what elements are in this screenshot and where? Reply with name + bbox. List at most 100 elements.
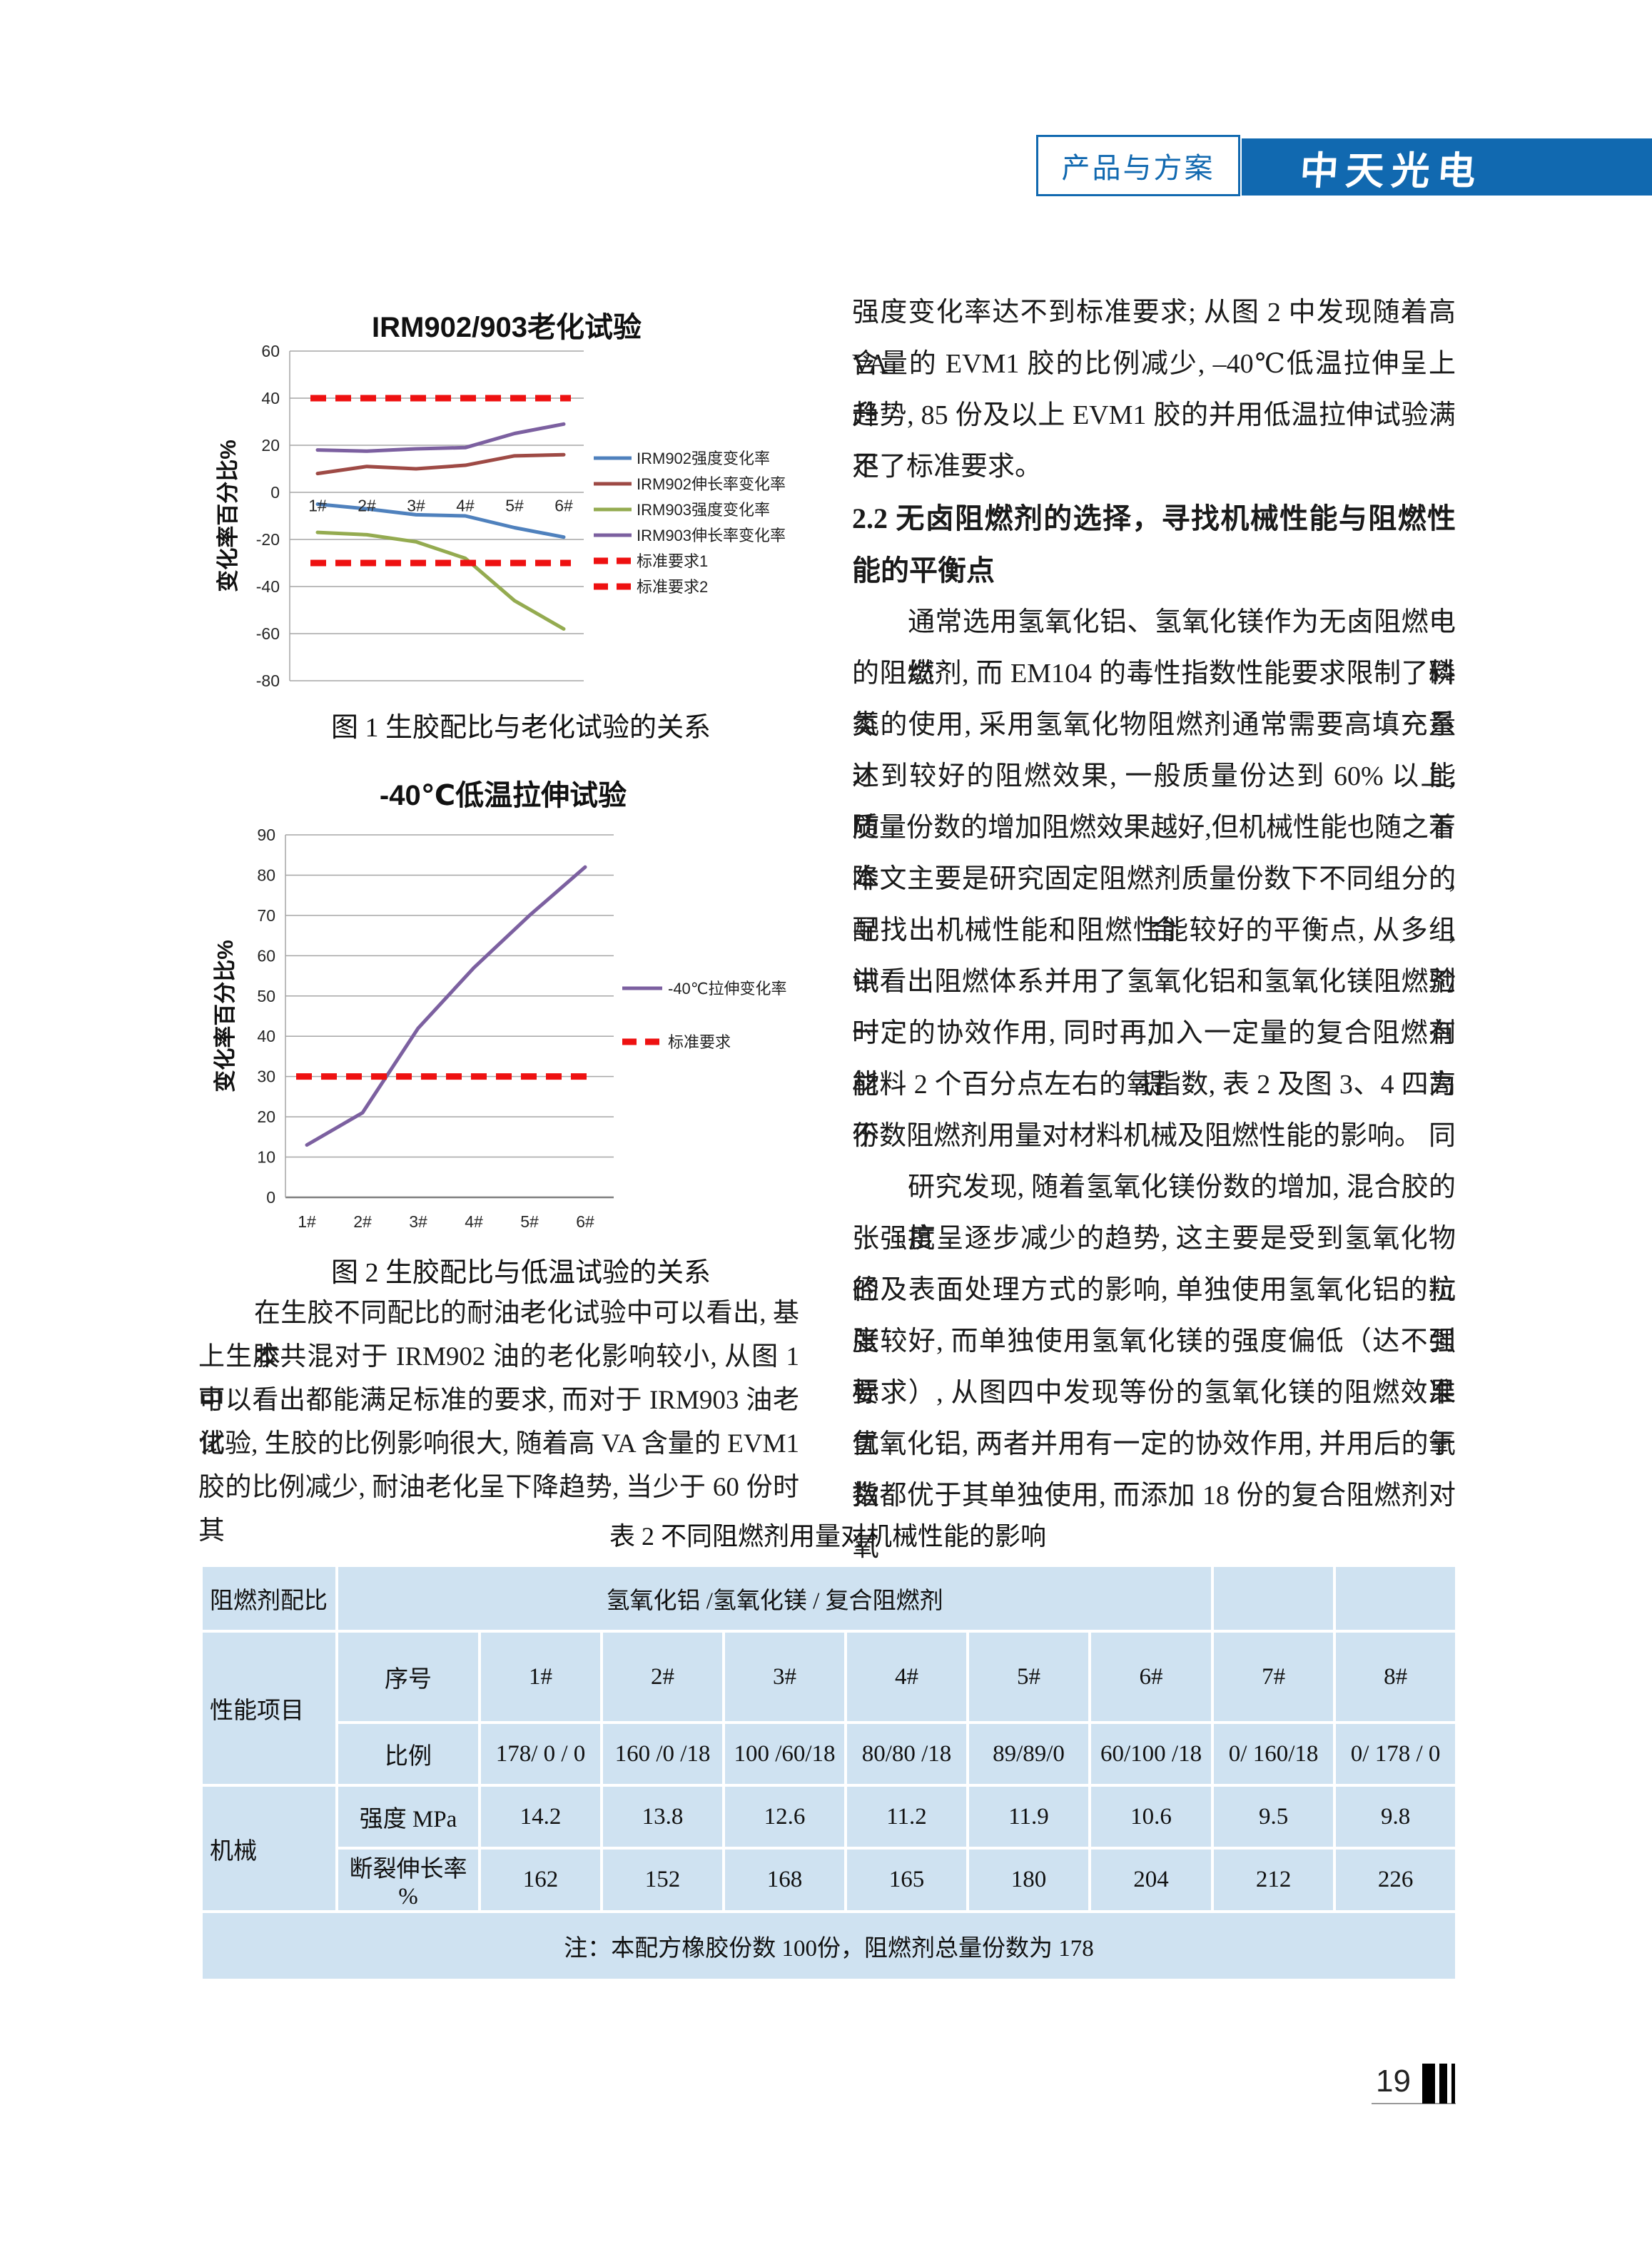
- table-cell: 10.6: [1088, 1784, 1215, 1850]
- footer-bars-icon: [1422, 2064, 1458, 2104]
- table-cell: 226: [1333, 1847, 1459, 1913]
- svg-text:4#: 4#: [456, 496, 475, 514]
- table-cell: 9.5: [1211, 1784, 1337, 1850]
- svg-text:60: 60: [257, 946, 275, 965]
- table-row: 阻燃剂配比 氢氧化铝 /氢氧化镁 / 复合阻燃剂: [200, 1564, 1459, 1633]
- figure1-svg: 60 40 20 0 -20 -40 -60 -80 1# 2# 3# 4# 5# 6# IRM902/90…: [216, 312, 786, 690]
- table-cell: 0/ 178 / 0: [1333, 1721, 1459, 1787]
- body-line: 张强度呈逐步减少的趋势, 这主要是受到氢氧化物的粒: [852, 1224, 1456, 1305]
- table-cell: 13.8: [600, 1784, 725, 1850]
- svg-text:40: 40: [257, 1027, 275, 1045]
- table-cell: 11.2: [844, 1784, 969, 1850]
- svg-text:50: 50: [257, 987, 275, 1005]
- table-cell: 0/ 160/18: [1211, 1721, 1337, 1787]
- table-cell: 180: [966, 1847, 1091, 1913]
- table-cell: 14.2: [478, 1784, 603, 1850]
- svg-text:-60: -60: [256, 624, 280, 643]
- table-cell: 212: [1211, 1847, 1337, 1913]
- body-line: 不了标准要求。: [852, 452, 1043, 482]
- svg-text:-40: -40: [256, 577, 280, 596]
- table-cell: 强度 MPa: [335, 1784, 481, 1850]
- body-line: 本文主要是研究固定阻燃剂质量份数下不同组分的配合,: [852, 864, 1456, 945]
- table-cell: 11.9: [966, 1784, 1091, 1850]
- svg-text:-80: -80: [256, 671, 280, 690]
- table-cell: 比例: [335, 1721, 481, 1787]
- table-cell: 氢氧化铝 /氢氧化镁 / 复合阻燃剂: [335, 1564, 1215, 1633]
- table-row: 性能项目 序号 1# 2# 3# 4# 5# 6# 7# 8#: [200, 1630, 1459, 1787]
- table-row: 比例 178/ 0 / 0 160 /0 /18 100 /60/18 80/8…: [201, 1721, 1459, 1787]
- table-cell: 160 /0 /18: [600, 1721, 725, 1787]
- svg-text:标准要求: 标准要求: [668, 1033, 731, 1051]
- svg-text:IRM902/903老化试验: IRM902/903老化试验: [372, 312, 642, 343]
- section-heading-line: 2.2 无卤阻燃剂的选择，寻找机械性能与阻燃性: [852, 502, 1456, 534]
- body-line: 径及表面处理方式的影响, 单独使用氢氧化铝的抗张强: [852, 1275, 1456, 1356]
- table-cell: 4#: [844, 1630, 969, 1724]
- table-row: 断裂伸长率 % 162 152 168 165 180 204 212 226: [201, 1847, 1459, 1913]
- svg-text:0: 0: [266, 1188, 275, 1207]
- table-row: 注：本配方橡胶份数 100份，阻燃剂总量份数为 178: [199, 1910, 1459, 1982]
- section-badge: 产品与方案: [1036, 135, 1240, 196]
- section-heading-line: 能的平衡点: [852, 554, 995, 587]
- body-line: 胶的比例减少, 耐油老化呈下降趋势, 当少于 60 份时其: [198, 1473, 799, 1546]
- svg-text:5#: 5#: [520, 1212, 539, 1231]
- body-line: 通常选用氢氧化铝、氢氧化镁作为无卤阻燃电缆料: [908, 607, 1456, 689]
- body-line: 试验, 生胶的比例影响很大, 随着高 VA 含量的 EVM1: [198, 1429, 799, 1459]
- table-cell: 204: [1088, 1847, 1215, 1913]
- table-cell: 阻燃剂配比: [200, 1564, 338, 1633]
- body-line: 的阻燃剂, 而 EM104 的毒性指数性能要求限制了磷氮系: [852, 659, 1456, 740]
- svg-text:标准要求2: 标准要求2: [637, 578, 708, 596]
- svg-text:0: 0: [270, 483, 280, 502]
- svg-text:IRM902伸长率变化率: IRM902伸长率变化率: [637, 475, 786, 493]
- table-cell: 12.6: [722, 1784, 847, 1850]
- svg-text:IRM902强度变化率: IRM902强度变化率: [637, 450, 770, 467]
- right-column: 强度变化率达不到标准要求; 从图 2 中发现随着高 VA 含量的 EVM1 胶的…: [852, 287, 1456, 1562]
- body-line: 上生胶共混对于 IRM902 油的老化影响较小, 从图 1 中: [198, 1342, 799, 1415]
- figure1-chart: 60 40 20 0 -20 -40 -60 -80 1# 2# 3# 4# 5# 6# IRM902/90…: [207, 300, 835, 731]
- table-cell: 8#: [1333, 1630, 1459, 1724]
- table-cell: 168: [722, 1847, 847, 1913]
- header-bar: [1242, 138, 1652, 196]
- table-cell: 89/89/0: [966, 1721, 1091, 1787]
- svg-text:标准要求1: 标准要求1: [637, 552, 708, 570]
- page-number: 19: [1376, 2064, 1411, 2099]
- svg-text:3#: 3#: [409, 1212, 427, 1231]
- table-row: 机械 强度 MPa 14.2 13.8 12.6 11.2 11.9 10.6 …: [200, 1784, 1459, 1913]
- svg-text:30: 30: [257, 1067, 275, 1086]
- svg-text:80: 80: [257, 866, 275, 884]
- table-cell: 165: [844, 1847, 969, 1913]
- svg-text:10: 10: [257, 1148, 275, 1167]
- body-line: 含量的 EVM1 胶的比例减少, –40℃低温拉伸呈上升: [852, 349, 1456, 430]
- figure2-caption: 图 2 生胶配比与低温试验的关系: [330, 1258, 711, 1288]
- table-cell: 152: [600, 1847, 725, 1913]
- body-line: 类的使用, 采用氢氧化物阻燃剂通常需要高填充量才能: [852, 710, 1456, 791]
- figure2-svg: 90 80 70 60 50 40 30 20 10 0 1# 2# 3# 4# 5# 6# -40℃低温拉伸试…: [213, 780, 787, 1231]
- svg-text:-40℃低温拉伸试验: -40℃低温拉伸试验: [380, 780, 627, 811]
- svg-text:6#: 6#: [554, 496, 573, 514]
- svg-text:-20: -20: [256, 530, 280, 549]
- svg-text:20: 20: [257, 1107, 275, 1126]
- table-cell: 3#: [722, 1630, 847, 1724]
- body-line: 在生胶不同配比的耐油老化试验中可以看出, 基本: [254, 1299, 799, 1371]
- svg-text:5#: 5#: [505, 496, 524, 514]
- body-line: 材料 2 个百分点左右的氧指数, 表 2 及图 3、4 四为不同: [852, 1070, 1456, 1151]
- body-line: 研究发现, 随着氢氧化镁份数的增加, 混合胶的抗: [908, 1172, 1456, 1254]
- table-cell: 9.8: [1333, 1784, 1459, 1850]
- body-line: 度较好, 而单独使用氢氧化镁的强度偏低（达不到标准: [852, 1327, 1456, 1408]
- body-line: 份数阻燃剂用量对材料机械及阻燃性能的影响。: [852, 1121, 1422, 1151]
- body-line: 强度变化率达不到标准要求; 从图 2 中发现随着高 VA: [852, 298, 1456, 379]
- brand-logo: 中天光电: [1298, 149, 1484, 193]
- table-cell: 100 /60/18: [722, 1721, 847, 1787]
- table-cell: 2#: [600, 1630, 725, 1724]
- svg-text:1#: 1#: [298, 1212, 316, 1231]
- table-cell: [1211, 1564, 1337, 1633]
- svg-text:变化率百分比%: 变化率百分比%: [213, 940, 238, 1092]
- table-cell: 162: [478, 1847, 603, 1913]
- svg-text:20: 20: [261, 436, 280, 455]
- svg-text:6#: 6#: [576, 1212, 594, 1231]
- body-line: 趋势, 85 份及以上 EVM1 胶的并用低温拉伸试验满足: [852, 400, 1456, 482]
- left-column: 在生胶不同配比的耐油老化试验中可以看出, 基本 上生胶共混对于 IRM902 油…: [198, 1292, 799, 1546]
- table-cell: 80/80 /18: [844, 1721, 969, 1787]
- svg-text:变化率百分比%: 变化率百分比%: [216, 440, 240, 592]
- body-line: 要求）, 从图四中发现等份的氢氧化镁的阻燃效果优于: [852, 1378, 1456, 1459]
- svg-text:4#: 4#: [465, 1212, 483, 1231]
